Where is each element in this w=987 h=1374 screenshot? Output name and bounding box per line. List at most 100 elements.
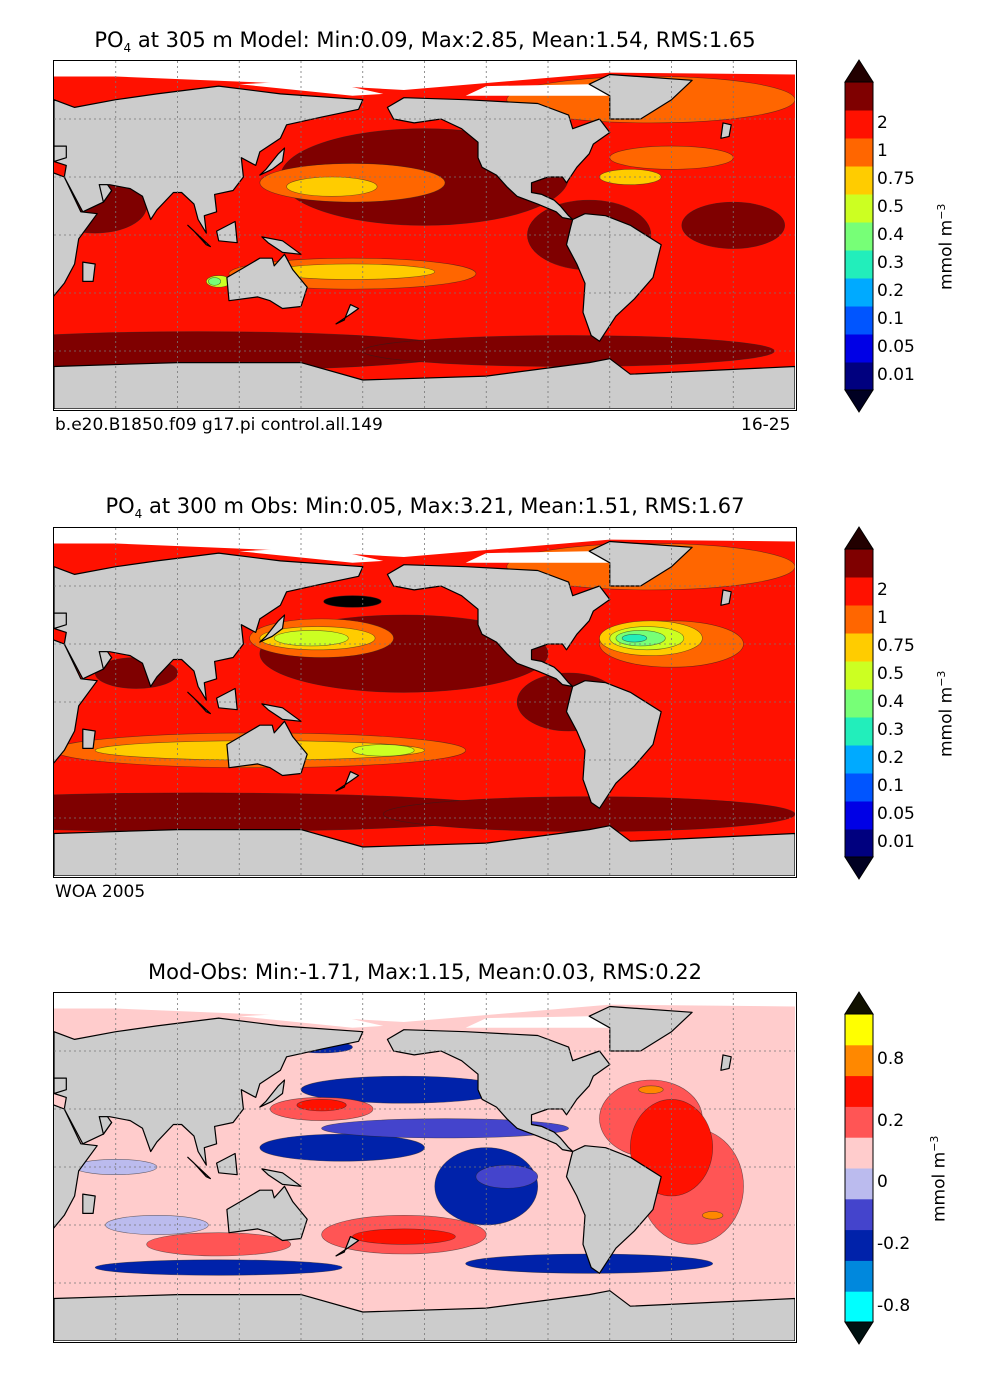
land-africa bbox=[54, 1104, 98, 1229]
panel3-map bbox=[53, 992, 797, 1343]
panel1-title: PO4 at 305 m Model: Min:0.09, Max:2.85, … bbox=[94, 28, 756, 56]
land-indonesia-a bbox=[187, 224, 211, 248]
land-madagascar bbox=[82, 728, 96, 749]
land-indonesia-b bbox=[216, 220, 238, 244]
colorbar-segment bbox=[845, 1291, 873, 1323]
land-arabia-india-fix bbox=[98, 184, 113, 203]
colorbar-segment bbox=[845, 605, 873, 634]
land-south-america bbox=[565, 680, 662, 809]
colorbar-segment bbox=[845, 773, 873, 802]
land-africa bbox=[54, 639, 98, 764]
colorbar-segment bbox=[845, 110, 873, 139]
panel3-unit-label: mmol m−3 bbox=[928, 1135, 950, 1222]
land-europe-south-fix bbox=[54, 1077, 67, 1095]
land-arabia-india-fix bbox=[98, 1116, 113, 1135]
panel2-title: PO4 at 300 m Obs: Min:0.05, Max:3.21, Me… bbox=[105, 494, 745, 522]
colorbar-under-arrow bbox=[844, 856, 874, 880]
colorbar-segment bbox=[845, 829, 873, 858]
contour-region bbox=[286, 176, 378, 197]
sea-ice-region bbox=[54, 61, 795, 90]
colorbar-segment bbox=[845, 82, 873, 111]
colorbar-tick-label: 0.2 bbox=[877, 748, 905, 768]
contour-region bbox=[621, 634, 648, 643]
panel2-map-svg bbox=[54, 528, 795, 876]
colorbar-segment bbox=[845, 1229, 873, 1261]
contour-region bbox=[208, 277, 222, 286]
panel3-colorbar bbox=[844, 991, 874, 1345]
land-uk bbox=[720, 1054, 732, 1071]
land-arabia-india-fix bbox=[98, 651, 113, 670]
colorbar-tick-label: 0.4 bbox=[877, 225, 905, 245]
contour-region bbox=[321, 1118, 569, 1139]
colorbar-svg bbox=[844, 991, 874, 1345]
land-greenland bbox=[588, 540, 693, 587]
land-australia bbox=[226, 1185, 308, 1242]
colorbar-segment bbox=[845, 138, 873, 167]
panel2-unit-label: mmol m−3 bbox=[935, 670, 957, 757]
contour-region bbox=[259, 1133, 425, 1162]
sea-ice-region bbox=[54, 528, 795, 557]
panel1-caption-left: b.e20.B1850.f09 g17.pi control.all.149 bbox=[55, 415, 383, 435]
land-europe-south-fix bbox=[54, 612, 67, 630]
panel1-map bbox=[53, 60, 797, 411]
colorbar-svg bbox=[844, 59, 874, 413]
colorbar-tick-label: 0.4 bbox=[877, 692, 905, 712]
land-japan bbox=[259, 147, 286, 176]
colorbar-segment bbox=[845, 1198, 873, 1231]
panel1-unit-label: mmol m−3 bbox=[935, 203, 957, 290]
colorbar-tick-label: 0.75 bbox=[877, 636, 915, 656]
colorbar-tick-label: 1 bbox=[877, 141, 888, 161]
land-south-america bbox=[565, 1145, 662, 1274]
colorbar-segment bbox=[845, 689, 873, 718]
land-japan bbox=[259, 614, 286, 643]
colorbar-under-arrow bbox=[844, 1321, 874, 1345]
colorbar-tick-label: 0.2 bbox=[877, 281, 905, 301]
colorbar-tick-label: 2 bbox=[877, 113, 888, 133]
colorbar-segment bbox=[845, 334, 873, 363]
colorbar-segment bbox=[845, 717, 873, 746]
land-north-america bbox=[386, 564, 611, 688]
land-indonesia-b bbox=[216, 1152, 238, 1176]
colorbar-tick-label: -0.8 bbox=[877, 1295, 911, 1316]
land-new-guinea bbox=[261, 703, 302, 722]
colorbar-segment bbox=[845, 633, 873, 662]
colorbar-tick-label: 2 bbox=[877, 580, 888, 600]
contour-region bbox=[352, 1228, 456, 1245]
land-new-zealand bbox=[335, 771, 360, 792]
contour-region bbox=[146, 1232, 292, 1257]
colorbar-over-arrow bbox=[844, 526, 874, 550]
colorbar-tick-label: 0.05 bbox=[877, 337, 915, 357]
land-new-zealand bbox=[335, 304, 360, 325]
land-new-zealand bbox=[335, 1236, 360, 1257]
colorbar-segment bbox=[845, 250, 873, 279]
colorbar-tick-label: 0 bbox=[877, 1172, 888, 1193]
colorbar-segment bbox=[845, 1014, 873, 1046]
land-madagascar bbox=[82, 261, 96, 282]
contour-region bbox=[273, 630, 349, 647]
panel1-colorbar bbox=[844, 59, 874, 413]
land-africa bbox=[54, 172, 98, 297]
colorbar-segment bbox=[845, 1075, 873, 1107]
land-south-america bbox=[565, 213, 662, 342]
land-australia bbox=[226, 720, 308, 777]
colorbar-segment bbox=[845, 222, 873, 251]
colorbar-tick-label: 0.3 bbox=[877, 720, 905, 740]
land-uk bbox=[720, 122, 732, 139]
colorbar-segment bbox=[845, 306, 873, 335]
colorbar-under-arrow bbox=[844, 389, 874, 413]
land-greenland bbox=[588, 1005, 693, 1052]
colorbar-over-arrow bbox=[844, 59, 874, 83]
colorbar-segment bbox=[845, 577, 873, 606]
land-north-america bbox=[386, 97, 611, 221]
land-europe-south-fix bbox=[54, 145, 67, 163]
sea-ice-region bbox=[465, 1016, 610, 1028]
colorbar-segment bbox=[845, 1044, 873, 1077]
colorbar-tick-label: 1 bbox=[877, 608, 888, 628]
colorbar-tick-label: 0.8 bbox=[877, 1049, 905, 1070]
contour-region bbox=[94, 1259, 343, 1276]
colorbar-tick-label: 0.01 bbox=[877, 832, 915, 852]
colorbar-segment bbox=[845, 549, 873, 578]
colorbar-segment bbox=[845, 1106, 873, 1138]
land-japan bbox=[259, 1079, 286, 1108]
colorbar-segment bbox=[845, 166, 873, 195]
